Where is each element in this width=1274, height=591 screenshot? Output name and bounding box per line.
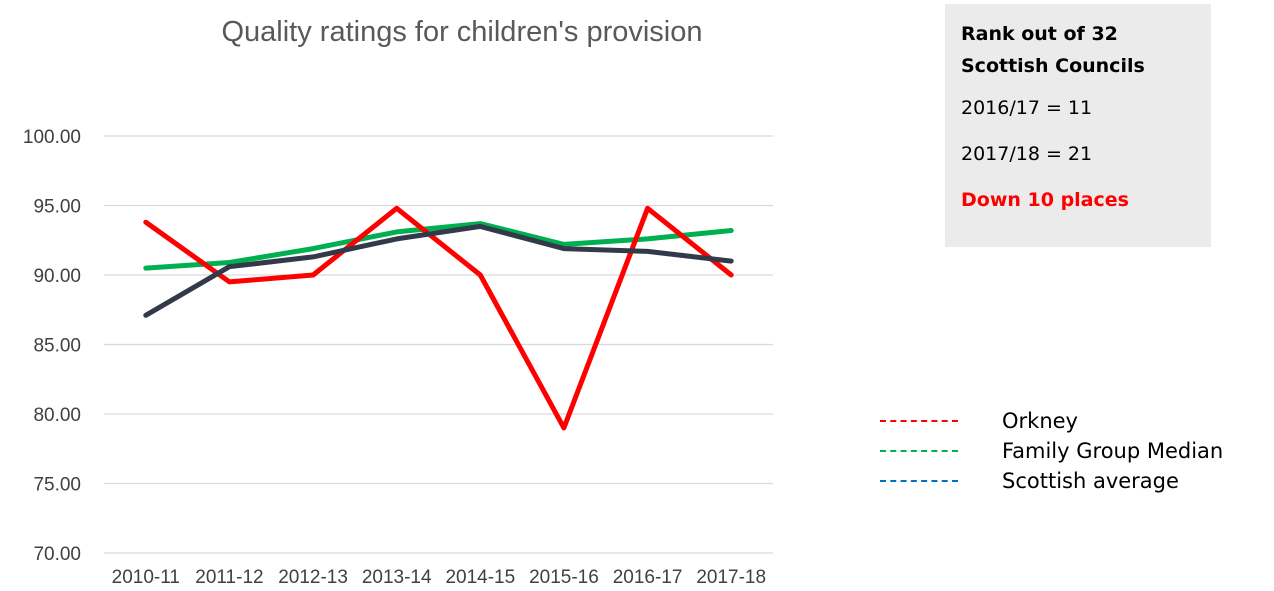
legend-label-scottish-average: Scottish average: [1002, 469, 1179, 493]
chart-legend: Orkney Family Group Median Scottish aver…: [880, 406, 1223, 496]
y-tick-label: 95.00: [33, 197, 81, 218]
x-tick-label: 2010-11: [112, 567, 180, 588]
x-tick-label: 2014-15: [445, 567, 515, 588]
x-tick-label: 2015-16: [529, 567, 599, 588]
y-tick-label: 100.00: [23, 127, 81, 148]
legend-swatch-family-group-median: [880, 450, 958, 452]
x-tick-label: 2011-12: [195, 567, 263, 588]
rank-heading-line1: Rank out of 32: [961, 23, 1118, 45]
y-axis-ticks: 70.00 75.00 80.00 85.00 90.00 95.00 100.00: [23, 127, 81, 565]
x-tick-label: 2012-13: [278, 567, 348, 588]
chart-title: Quality ratings for children's provision: [221, 16, 702, 48]
legend-label-orkney: Orkney: [1002, 409, 1078, 433]
legend-label-family-group-median: Family Group Median: [1002, 439, 1224, 463]
x-tick-label: 2013-14: [362, 567, 432, 588]
rank-heading-line2: Scottish Councils: [961, 55, 1145, 77]
y-tick-label: 80.00: [33, 405, 81, 426]
rank-2016-17: 2016/17 = 11: [961, 97, 1093, 119]
legend-item-family-group-median: Family Group Median: [880, 436, 1223, 466]
x-tick-label: 2017-18: [696, 567, 766, 588]
series-line-orkney: [143, 205, 734, 431]
legend-item-scottish-average: Scottish average: [880, 466, 1223, 496]
y-tick-label: 85.00: [33, 336, 81, 357]
series-lines: [143, 205, 734, 431]
y-tick-label: 90.00: [33, 266, 81, 287]
x-axis-ticks: 2010-11 2011-12 2012-13 2013-14 2014-15 2015-…: [112, 567, 766, 588]
y-tick-label: 75.00: [33, 475, 81, 496]
gridlines: [104, 135, 773, 554]
series-line-scottish-average: [143, 223, 734, 318]
legend-swatch-orkney: [880, 420, 958, 422]
x-tick-label: 2016-17: [613, 567, 683, 588]
y-tick-label: 70.00: [33, 544, 81, 565]
rank-info-box: Rank out of 32 Scottish Councils 2016/17…: [945, 4, 1211, 247]
legend-item-orkney: Orkney: [880, 406, 1223, 436]
legend-swatch-scottish-average: [880, 480, 958, 482]
rank-change: Down 10 places: [961, 189, 1129, 211]
rank-2017-18: 2017/18 = 21: [961, 143, 1093, 165]
